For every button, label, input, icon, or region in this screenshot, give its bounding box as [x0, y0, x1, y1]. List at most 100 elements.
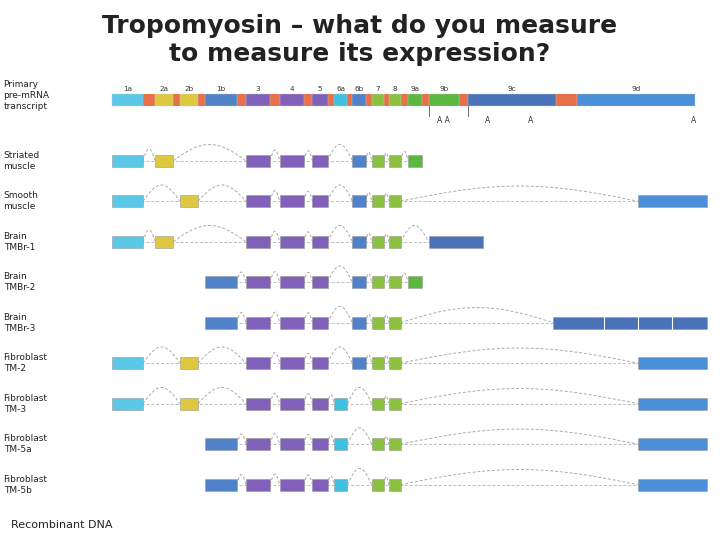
Bar — [352, 235, 366, 247]
Bar — [312, 195, 328, 207]
Bar — [155, 235, 174, 247]
Text: 6a: 6a — [336, 86, 346, 92]
Bar — [469, 94, 556, 106]
Bar — [638, 357, 707, 369]
Bar — [638, 397, 707, 410]
Bar — [408, 155, 423, 166]
Bar — [553, 316, 707, 328]
Text: 9c: 9c — [508, 86, 516, 92]
Bar — [280, 479, 304, 491]
Text: 4: 4 — [289, 86, 294, 92]
Bar — [246, 195, 270, 207]
Bar — [205, 438, 237, 450]
Bar — [372, 195, 384, 207]
Bar — [389, 235, 401, 247]
Text: 9a: 9a — [410, 86, 420, 92]
Bar — [312, 235, 328, 247]
Bar — [112, 195, 143, 207]
Text: Fibroblast
TM-5b: Fibroblast TM-5b — [4, 475, 48, 495]
Text: Striated
muscle: Striated muscle — [4, 151, 40, 171]
Text: Brain
TMBr-2: Brain TMBr-2 — [4, 272, 35, 292]
Bar — [180, 357, 198, 369]
Text: Brain
TMBr-1: Brain TMBr-1 — [4, 232, 35, 252]
Bar — [280, 94, 304, 106]
Text: A: A — [528, 116, 533, 125]
Bar — [112, 235, 143, 247]
Bar — [638, 195, 707, 207]
Bar — [389, 276, 401, 288]
Bar — [246, 479, 270, 491]
Bar — [312, 94, 328, 106]
Bar — [428, 94, 459, 106]
Bar — [389, 94, 401, 106]
Text: Fibroblast
TM-5a: Fibroblast TM-5a — [4, 434, 48, 454]
Text: A A: A A — [437, 116, 450, 125]
Bar — [246, 438, 270, 450]
Bar — [112, 155, 143, 166]
Bar — [180, 195, 198, 207]
Bar — [180, 397, 198, 410]
Bar — [389, 438, 401, 450]
Bar — [205, 479, 237, 491]
Bar — [352, 316, 366, 328]
Bar — [312, 276, 328, 288]
Bar — [246, 94, 270, 106]
Text: 2a: 2a — [160, 86, 168, 92]
Bar — [372, 397, 384, 410]
Text: Recombinant DNA: Recombinant DNA — [11, 520, 112, 530]
Bar — [280, 155, 304, 166]
Text: 5: 5 — [318, 86, 323, 92]
Bar — [352, 94, 366, 106]
Bar — [372, 94, 384, 106]
Bar — [352, 155, 366, 166]
Text: 7: 7 — [375, 86, 380, 92]
Text: Primary
pre-mRNA
transcript: Primary pre-mRNA transcript — [4, 80, 50, 111]
Bar — [389, 155, 401, 166]
Bar — [112, 397, 143, 410]
Bar — [638, 438, 707, 450]
Text: A: A — [485, 116, 490, 125]
Text: 2b: 2b — [184, 86, 194, 92]
Text: Fibroblast
TM-2: Fibroblast TM-2 — [4, 353, 48, 373]
Bar — [577, 94, 696, 106]
Bar — [280, 316, 304, 328]
Bar — [334, 438, 348, 450]
Bar — [352, 357, 366, 369]
Bar — [372, 316, 384, 328]
Bar — [280, 276, 304, 288]
Bar — [205, 94, 237, 106]
Bar — [408, 276, 423, 288]
Bar — [389, 397, 401, 410]
Bar — [389, 357, 401, 369]
Bar — [334, 479, 348, 491]
Bar — [112, 94, 696, 106]
Bar — [180, 94, 198, 106]
Text: Fibroblast
TM-3: Fibroblast TM-3 — [4, 394, 48, 414]
Bar — [246, 235, 270, 247]
Bar — [408, 94, 423, 106]
Bar — [352, 195, 366, 207]
Text: 8: 8 — [392, 86, 397, 92]
Text: 9b: 9b — [439, 86, 449, 92]
Bar — [246, 316, 270, 328]
Bar — [155, 94, 174, 106]
Text: A: A — [691, 116, 696, 125]
Bar — [372, 155, 384, 166]
Bar — [246, 357, 270, 369]
Bar — [312, 397, 328, 410]
Text: 1a: 1a — [123, 86, 132, 92]
Bar — [312, 479, 328, 491]
Bar — [312, 438, 328, 450]
Bar — [428, 235, 483, 247]
Bar — [389, 316, 401, 328]
Bar — [312, 155, 328, 166]
Bar — [312, 357, 328, 369]
Bar — [352, 276, 366, 288]
Bar — [638, 479, 707, 491]
Bar — [280, 438, 304, 450]
Bar — [389, 195, 401, 207]
Text: 9d: 9d — [631, 86, 641, 92]
Bar — [334, 94, 348, 106]
Text: 3: 3 — [256, 86, 260, 92]
Bar — [372, 438, 384, 450]
